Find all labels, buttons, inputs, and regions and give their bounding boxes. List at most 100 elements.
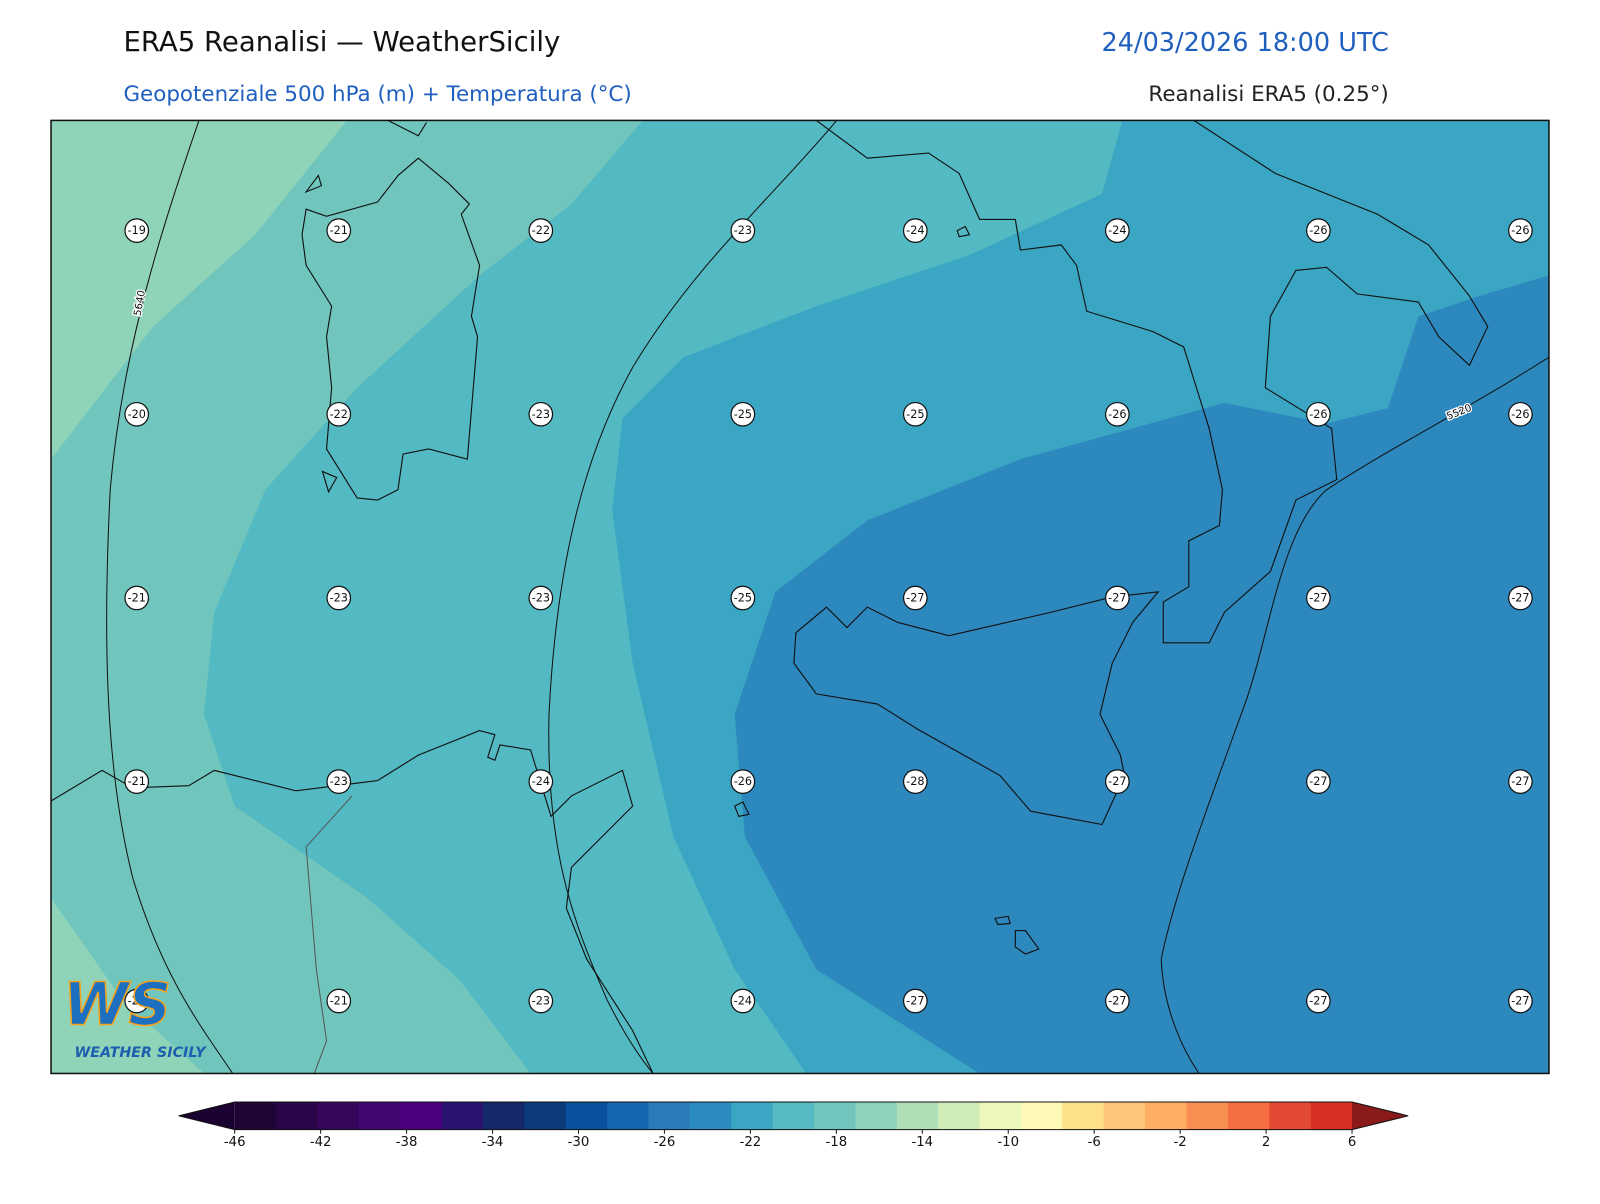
colorbar-bin [276,1102,318,1130]
logo: WS WEATHER SICILY [62,969,207,1062]
border [305,795,353,1074]
title: ERA5 Reanalisi — WeatherSicily [123,26,560,58]
temperature-value: -27 [1309,591,1327,604]
label-circle [528,988,554,1014]
colorbar-tick-label: -2 [1174,1135,1187,1150]
temperature-value: -27 [1309,775,1327,788]
isohypse [548,120,838,1074]
temperature-label: -26 [1508,218,1533,243]
label-circle [902,585,928,611]
colorbar-bin [1020,1102,1063,1130]
label-circle [1306,988,1331,1014]
temperature-value: -27 [1511,591,1529,604]
label-circle [1306,585,1331,611]
temperature-value: -25 [734,591,752,604]
temperature-value: -21 [128,591,146,604]
coastline [301,157,481,501]
colorbar-tick-label: -38 [396,1135,418,1150]
temperature-label: -27 [1105,585,1130,611]
label-circle [1105,218,1130,243]
label-circle [326,769,352,794]
temperature-label: -21 [124,769,150,794]
label-circle [528,769,554,794]
temperature-label: -22 [528,218,554,243]
label-circle [730,401,756,427]
colorbar-tick-label: -34 [482,1135,504,1150]
coastline [793,591,1160,826]
temperature-value: -20 [128,408,146,421]
label-circle [902,769,928,794]
temp-field [51,120,347,1074]
temperature-value: -27 [1108,775,1126,788]
colorbar-bin [1145,1102,1188,1130]
colorbar-bin [358,1102,401,1130]
colorbar-bin [814,1102,856,1130]
label-circle [1508,401,1533,427]
temperature-value: -23 [532,408,550,421]
temperature-label: -24 [1105,218,1130,243]
temperature-label: -23 [528,585,554,611]
colorbar-tick-label: -30 [568,1135,590,1150]
coastline [733,225,1040,955]
temperature-label: -27 [902,585,928,611]
temperature-value: -24 [906,224,924,237]
temperature-label: -25 [730,401,756,427]
colorbar-tick-label: -14 [911,1135,933,1150]
logo-name: WEATHER SICILY [74,1045,207,1061]
temperature-labels: -19 -21 -22 -23 -24 -24 -26 -26 -20 -22 -23 -25 -25 -… [124,218,1533,1014]
temperature-label: -21 [124,988,150,1014]
coastline [304,174,338,494]
colorbar-tick-label: -26 [654,1135,676,1150]
temperature-value: -27 [906,591,924,604]
temperature-value: -25 [906,408,924,421]
temperature-label: -24 [730,988,756,1014]
temperature-label: -23 [326,585,352,611]
temperature-label: -24 [528,769,554,794]
label-circle [326,401,352,427]
colorbar-bin [855,1102,898,1130]
label-circle [528,401,554,427]
temperature-value: -23 [734,224,752,237]
label-circle [1105,769,1130,794]
temp-field [51,120,643,1074]
map-frame [50,119,1550,1075]
temperature-value: -26 [1511,408,1529,421]
temperature-label: -28 [902,769,928,794]
temperature-value: -21 [330,995,348,1008]
datetime: 24/03/2026 18:00 UTC [1102,28,1389,58]
temperature-label: -25 [730,585,756,611]
temperature-value: -24 [734,995,752,1008]
temperature-value: -24 [1108,224,1126,237]
label-circle [902,218,928,243]
subtitle: Geopotenziale 500 hPa (m) + Temperatura … [123,82,631,107]
colorbar-bin [1062,1102,1105,1130]
temperature-label: -25 [902,401,928,427]
label-circle [124,401,150,427]
isohypse [106,120,234,1074]
temperature-value: -26 [1309,224,1327,237]
temperature-label: -23 [326,769,352,794]
colorbar-bin [234,1102,277,1130]
label-circle [124,218,150,243]
temperature-label: -23 [528,988,554,1014]
label-circle [902,401,928,427]
colorbar-tick-label: 6 [1348,1135,1356,1150]
colorbar-under [178,1102,235,1130]
temperature-value: -22 [532,224,550,237]
label-circle [1508,218,1533,243]
colorbar-bin [1186,1102,1229,1130]
colorbar-bin [731,1102,774,1130]
colorbar-tick-label: -46 [224,1135,246,1150]
temperature-label: -27 [1306,988,1331,1014]
colorbar-bin [565,1102,608,1130]
temperature-value: -27 [1108,591,1126,604]
temperature-value: -25 [734,408,752,421]
temperature-label: -27 [1306,585,1331,611]
temperature-label: -27 [1508,769,1533,794]
temperature-label: -21 [326,988,352,1014]
label-circle [1105,401,1130,427]
label-circle [730,585,756,611]
colorbar-tick-label: -10 [997,1135,1019,1150]
colorbar-over [1352,1102,1409,1130]
